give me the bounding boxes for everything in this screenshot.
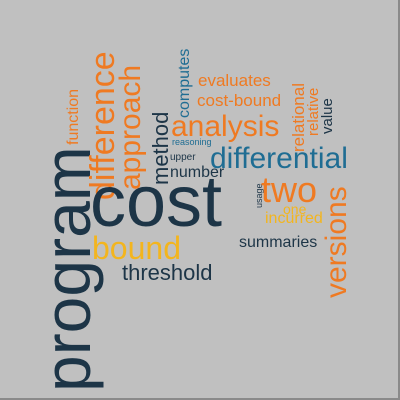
word-incurred: incurred: [265, 210, 323, 227]
word-threshold: threshold: [122, 260, 213, 285]
word-computes: computes: [176, 48, 193, 118]
word-function: function: [65, 88, 82, 145]
word-one: one: [283, 201, 307, 217]
word-versions: versions: [320, 186, 353, 298]
word-summaries: summaries: [239, 234, 318, 251]
word-cost-bound: cost-bound: [197, 91, 282, 110]
word-cost: cost: [90, 162, 223, 242]
word-number: number: [170, 164, 225, 181]
word-evaluates: evaluates: [198, 71, 271, 90]
word-analysis: analysis: [171, 110, 280, 143]
word-bound: bound: [92, 230, 181, 266]
word-two: two: [261, 169, 318, 210]
word-differential: differential: [210, 142, 348, 175]
word-reasoning: reasoning: [172, 137, 212, 147]
word-upper: upper: [170, 152, 196, 163]
word-value: value: [319, 98, 336, 134]
